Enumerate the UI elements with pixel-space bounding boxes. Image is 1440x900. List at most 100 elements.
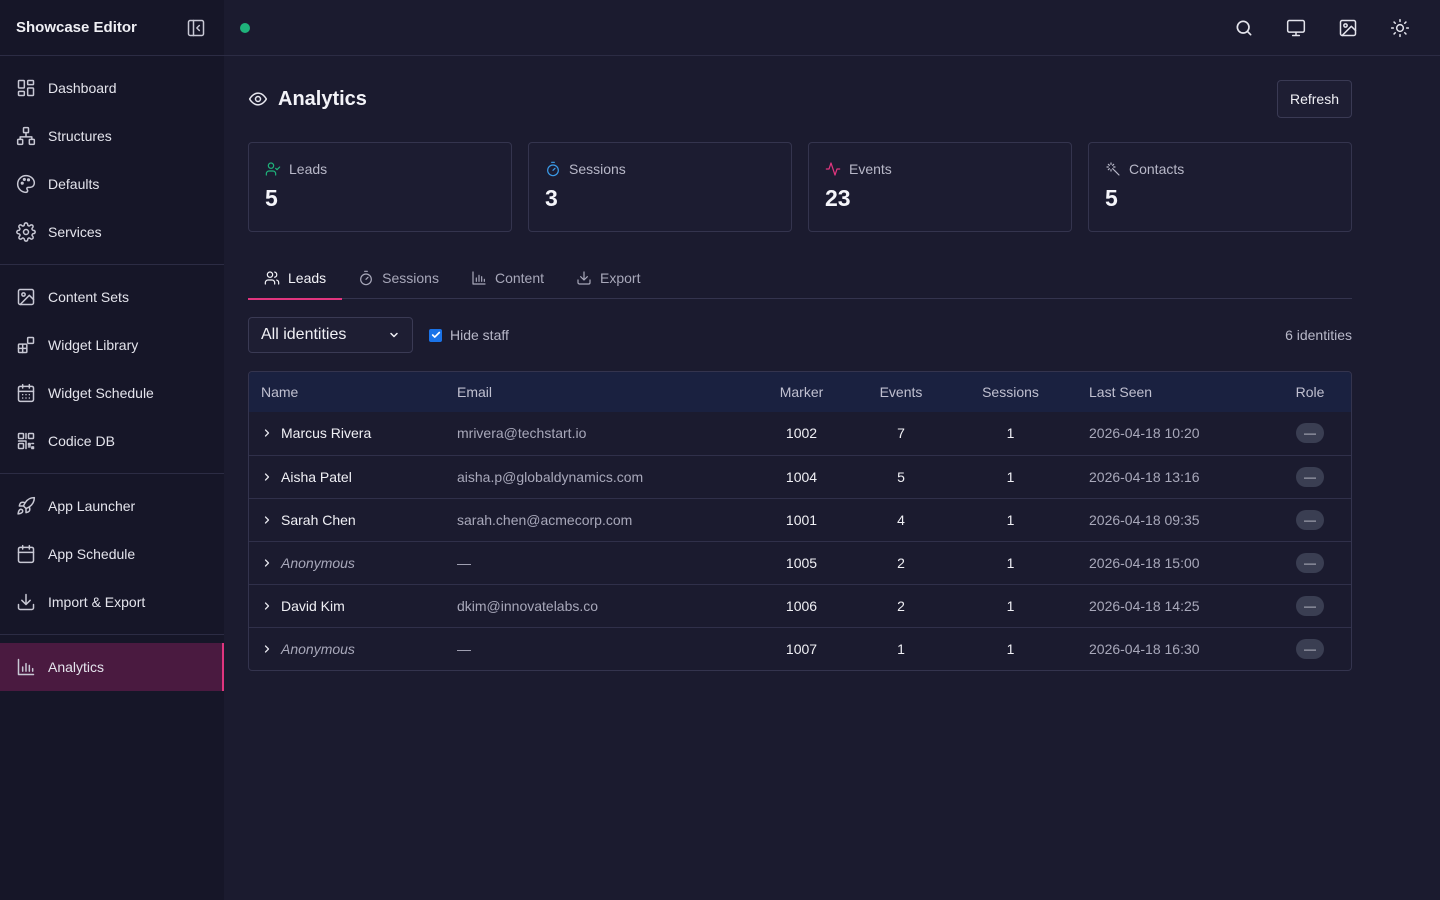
- column-header-marker[interactable]: Marker: [779, 384, 824, 400]
- structures-icon-wrap: [16, 126, 36, 146]
- media-button[interactable]: [1328, 8, 1368, 48]
- cell-last-seen: 2026-04-18 13:16: [1089, 468, 1200, 485]
- table-row[interactable]: Marcus Rivera mrivera@techstart.io 1002 7 1 2…: [249, 412, 1351, 455]
- search-button[interactable]: [1224, 8, 1264, 48]
- column-header-role[interactable]: Role: [1295, 384, 1325, 400]
- sidebar-item-analytics[interactable]: Analytics: [0, 643, 224, 691]
- table-row[interactable]: Anonymous — 1005 2 1 2026-04-18 15:00 —: [249, 541, 1351, 584]
- stat-label-row: Leads: [265, 161, 495, 177]
- role-badge: —: [1296, 466, 1324, 487]
- sidebar-item-app-launcher[interactable]: App Launcher: [0, 482, 224, 530]
- column-header-email[interactable]: Email: [457, 384, 493, 400]
- role-badge: —: [1296, 552, 1324, 573]
- stat-value: 3: [545, 185, 558, 211]
- tab-label: Leads: [288, 269, 327, 286]
- cell-role: —: [1269, 498, 1351, 541]
- hide-staff-toggle[interactable]: Hide staff: [429, 327, 509, 343]
- sidebar: Showcase Editor Dashboard Structures Defau…: [0, 0, 224, 900]
- expand-row-button[interactable]: [261, 514, 273, 526]
- status-indicator: [240, 22, 250, 33]
- cell-name: Marcus Rivera: [249, 412, 445, 455]
- identity-count: 6 identities: [1285, 327, 1352, 343]
- sidebar-item-label: Dashboard: [48, 80, 117, 96]
- main-content: Analytics Refresh Leads 5 Sessions 3 Events 2…: [248, 56, 1352, 671]
- gear-icon: [16, 222, 36, 242]
- nav-group: Dashboard Structures Defaults Services: [0, 56, 224, 265]
- sidebar-item-widget-library[interactable]: Widget Library: [0, 321, 224, 369]
- cell-role: —: [1269, 455, 1351, 498]
- identity-select[interactable]: All identities: [248, 317, 413, 353]
- collapse-sidebar-button[interactable]: [184, 16, 208, 40]
- stat-label-row: Events: [825, 161, 1055, 177]
- expand-row-button[interactable]: [261, 427, 273, 439]
- sidebar-item-app-schedule[interactable]: App Schedule: [0, 530, 224, 578]
- cell-events: 4: [897, 511, 905, 528]
- cell-last-seen: 2026-04-18 14:25: [1089, 597, 1200, 614]
- download-icon-wrap: [16, 592, 36, 612]
- refresh-button[interactable]: Refresh: [1276, 80, 1352, 118]
- page-title-group: Analytics: [248, 88, 367, 111]
- sidebar-item-import-export[interactable]: Import & Export: [0, 578, 224, 626]
- cell-role: —: [1269, 412, 1351, 455]
- sidebar-item-label: Codice DB: [48, 433, 115, 449]
- column-header-sessions[interactable]: Sessions: [982, 384, 1039, 400]
- monitor-icon: [1286, 19, 1306, 36]
- sidebar-item-content-sets[interactable]: Content Sets: [0, 273, 224, 321]
- tab-sessions[interactable]: Sessions: [342, 256, 455, 299]
- rocket-icon-wrap: [16, 496, 36, 516]
- expand-row-button[interactable]: [261, 557, 273, 569]
- cell-sessions: 1: [1006, 511, 1015, 528]
- identity-select-value: All identities: [261, 326, 347, 343]
- column-header-last-seen[interactable]: Last Seen: [1089, 384, 1153, 400]
- table-row[interactable]: Aisha Patel aisha.p@globaldynamics.com 100…: [249, 455, 1351, 498]
- preview-button[interactable]: [1276, 8, 1316, 48]
- table-header-row: Name Email Marker Events Sessions Last S…: [249, 372, 1351, 412]
- tab-bar: Leads Sessions Content Export: [248, 256, 1352, 300]
- column-header-events[interactable]: Events: [879, 384, 923, 400]
- timer-icon: [360, 270, 373, 285]
- top-actions: [1224, 8, 1420, 48]
- cell-last-seen: 2026-04-18 09:35: [1089, 511, 1200, 528]
- tab-leads[interactable]: Leads: [248, 256, 343, 300]
- cell-name: Anonymous: [249, 541, 445, 584]
- sidebar-collapse-icon: [187, 19, 205, 36]
- chevron-right-icon: [264, 558, 270, 567]
- tab-content[interactable]: Content: [455, 256, 560, 299]
- sidebar-nav: Dashboard Structures Defaults Services Conte…: [0, 56, 224, 699]
- calendar-icon: [17, 544, 35, 564]
- sidebar-item-widget-schedule[interactable]: Widget Schedule: [0, 369, 224, 417]
- stat-card-contacts: Contacts 5: [1088, 142, 1352, 232]
- sidebar-item-defaults[interactable]: Defaults: [0, 160, 224, 208]
- sidebar-item-dashboard[interactable]: Dashboard: [0, 64, 224, 112]
- column-header-name[interactable]: Name: [261, 384, 299, 400]
- cell-email: —: [457, 640, 471, 657]
- theme-toggle-button[interactable]: [1380, 8, 1420, 48]
- sparkle-icon: [1106, 162, 1120, 176]
- table-row[interactable]: Anonymous — 1007 1 1 2026-04-18 16:30 —: [249, 627, 1351, 670]
- chevron-right-icon: [264, 472, 270, 481]
- row-name: Sarah Chen: [281, 511, 356, 528]
- role-badge: —: [1296, 509, 1324, 530]
- expand-row-button[interactable]: [261, 471, 273, 483]
- sidebar-item-codice-db[interactable]: Codice DB: [0, 417, 224, 465]
- table-row[interactable]: David Kim dkim@innovatelabs.co 1006 2 1 2026-…: [249, 584, 1351, 627]
- calendar-grid-icon: [17, 383, 35, 403]
- sidebar-item-structures[interactable]: Structures: [0, 112, 224, 160]
- chevron-right-icon: [264, 429, 270, 437]
- cell-events: 1: [897, 640, 905, 657]
- chevron-down-icon: [390, 332, 398, 338]
- hide-staff-checkbox[interactable]: [429, 328, 442, 342]
- rocket-icon: [17, 496, 36, 515]
- table-row[interactable]: Sarah Chen sarah.chen@acmecorp.com 1001 4 1 2…: [249, 498, 1351, 541]
- sidebar-item-services[interactable]: Services: [0, 208, 224, 256]
- sun-icon: [1390, 18, 1410, 37]
- cell-name: Anonymous: [249, 627, 445, 670]
- role-badge: —: [1296, 638, 1324, 659]
- tab-export[interactable]: Export: [560, 256, 656, 299]
- stat-value: 5: [265, 185, 278, 211]
- expand-row-button[interactable]: [261, 643, 273, 655]
- stat-value: 23: [825, 185, 851, 211]
- expand-row-button[interactable]: [261, 600, 273, 612]
- cell-name: Sarah Chen: [249, 498, 445, 541]
- sidebar-item-label: App Schedule: [48, 546, 136, 562]
